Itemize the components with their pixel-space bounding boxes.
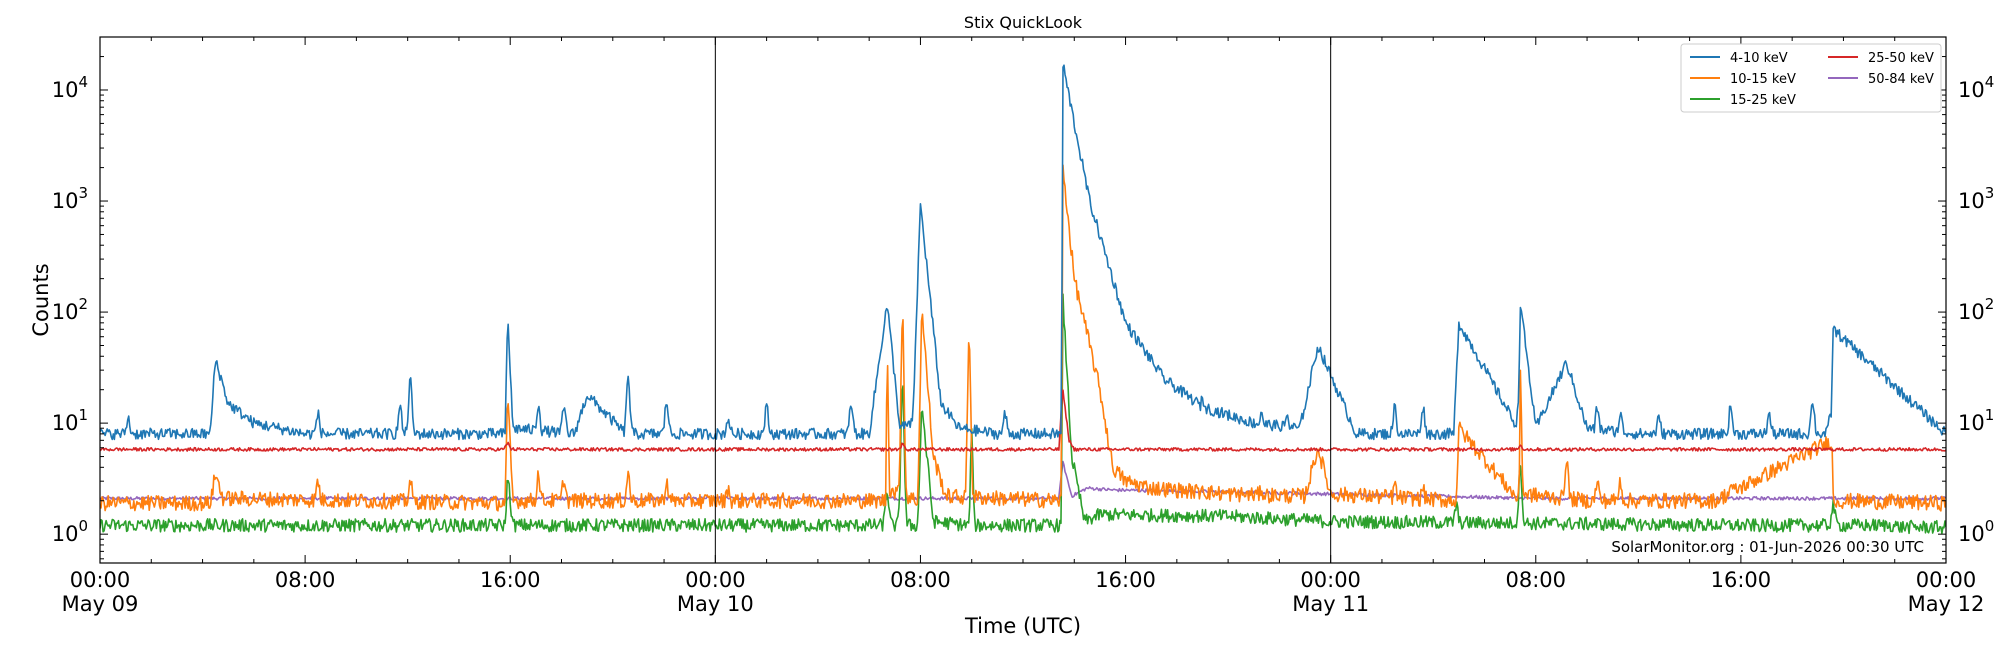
legend-label: 4-10 keV: [1730, 51, 1788, 66]
x-tick-label: 08:00: [275, 568, 336, 592]
series-line: [100, 64, 1946, 441]
day-boundary-lines: [714, 37, 1332, 563]
x-tick-label: 00:00: [70, 568, 131, 592]
y-axis-label: Counts: [29, 263, 53, 336]
x-tick-label: 08:00: [890, 568, 951, 592]
x-tick-label: 00:00: [1916, 568, 1977, 592]
y-tick-label: 101: [1958, 406, 1994, 435]
x-tick-label: 00:00: [1300, 568, 1361, 592]
series-layer: [100, 64, 1946, 535]
x-tick-label: 00:00: [685, 568, 746, 592]
legend-label: 50-84 keV: [1868, 72, 1934, 87]
y-tick-label: 103: [1958, 184, 1994, 213]
series-line: [100, 389, 1946, 452]
x-tick-label: 16:00: [1095, 568, 1156, 592]
x-tick-label: 16:00: [1711, 568, 1772, 592]
credit-text: SolarMonitor.org : 01-Jun-2026 00:30 UTC: [1611, 538, 1924, 556]
series-line: [100, 164, 1946, 512]
y-tick-label: 101: [52, 406, 88, 435]
x-tick-label: 08:00: [1506, 568, 1567, 592]
chart-title: Stix QuickLook: [964, 13, 1083, 32]
x-tick-date-label: May 11: [1292, 592, 1369, 616]
legend-label: 25-50 keV: [1868, 51, 1934, 66]
y-tick-label: 103: [52, 184, 88, 213]
legend-label: 15-25 keV: [1730, 93, 1796, 108]
x-tick-date-label: May 12: [1908, 592, 1985, 616]
y-tick-label: 100: [52, 517, 88, 546]
legend: 4-10 keV 10-15 keV 15-25 keV 25-50 keV 50-84…: [1680, 43, 1942, 113]
legend-label: 10-15 keV: [1730, 72, 1796, 87]
series-line: [100, 293, 1946, 535]
legend-box: [1680, 43, 1942, 113]
x-axis-label: Time (UTC): [964, 614, 1081, 638]
x-tick-label: 16:00: [480, 568, 541, 592]
y-tick-label: 104: [1958, 73, 1994, 102]
x-tick-date-label: May 10: [677, 592, 754, 616]
y-tick-label: 104: [52, 73, 88, 102]
y-axis: 100 100 101 101 102 102 103 103 104 104: [52, 36, 1994, 560]
plot-frame: [99, 36, 1947, 564]
y-tick-label: 102: [1958, 295, 1994, 324]
y-tick-label: 102: [52, 295, 88, 324]
x-tick-date-label: May 09: [62, 592, 139, 616]
y-tick-label: 100: [1958, 517, 1994, 546]
